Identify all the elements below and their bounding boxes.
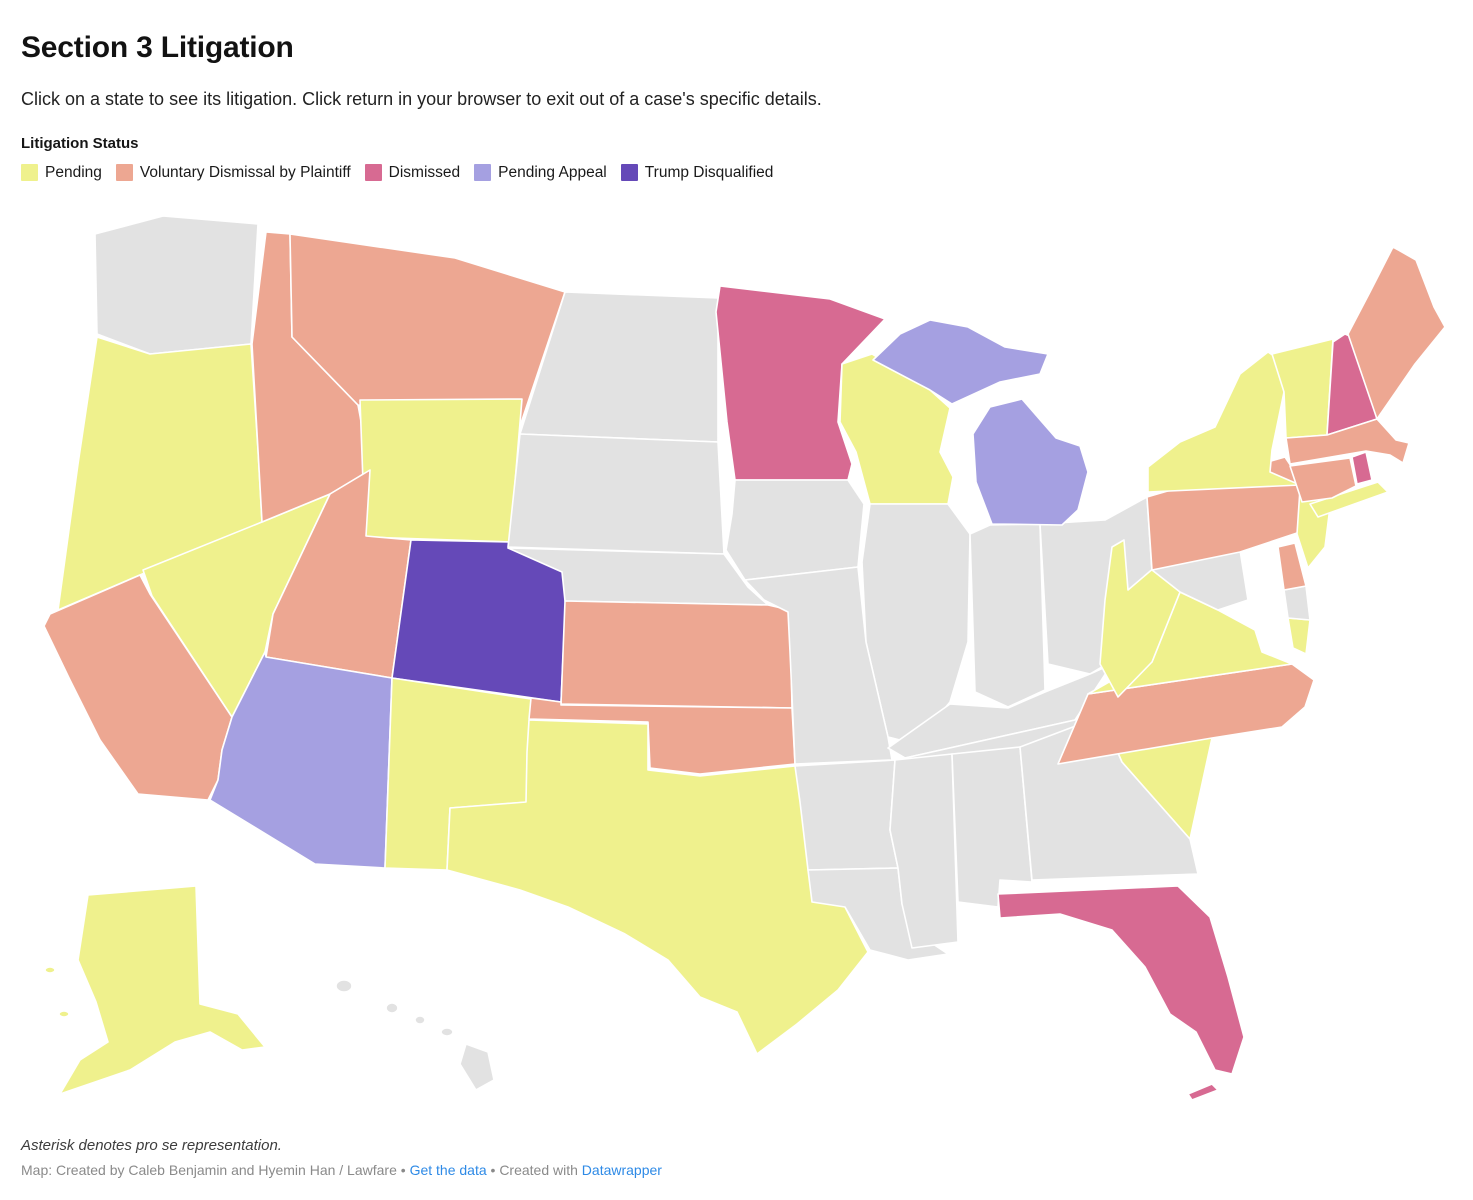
state-alabama[interactable]: [951, 746, 1033, 908]
legend-label: Trump Disqualified: [644, 163, 774, 181]
state-colorado[interactable]: [391, 539, 569, 703]
legend-title: Litigation Status: [21, 134, 139, 152]
credit-bullet: •: [490, 1161, 496, 1178]
get-the-data-link[interactable]: Get the data: [409, 1161, 487, 1178]
datawrapper-map-page: Section 3 Litigation Click on a state to…: [0, 0, 1473, 182]
page-title: Section 3 Litigation: [21, 31, 294, 64]
legend-swatch-trump-disqualified: [620, 164, 638, 182]
state-indiana[interactable]: [969, 523, 1046, 708]
state-arkansas[interactable]: [794, 759, 899, 871]
credit-text: Created with: [499, 1161, 578, 1178]
credit-line: Map: Created by Caleb Benjamin and Hyemi…: [21, 1162, 1473, 1178]
legend-swatch-voluntary-dismissal: [115, 164, 133, 182]
state-kansas[interactable]: [560, 600, 793, 709]
credit-text: Map: Created by Caleb Benjamin and Hyemi…: [21, 1161, 397, 1178]
state-west-virginia[interactable]: [1099, 539, 1181, 698]
state-delaware[interactable]: [1277, 542, 1307, 591]
legend-label: Dismissed: [388, 163, 461, 181]
state-south-dakota[interactable]: [507, 433, 725, 555]
legend-label: Pending Appeal: [498, 163, 607, 181]
page-subtitle: Click on a state to see its litigation. …: [21, 88, 822, 109]
legend: Pending Voluntary Dismissal by Plaintiff…: [21, 164, 1449, 182]
state-massachusetts[interactable]: [1285, 418, 1410, 465]
legend-label: Voluntary Dismissal by Plaintiff: [139, 163, 351, 181]
state-florida[interactable]: [997, 885, 1245, 1101]
state-california[interactable]: [43, 574, 233, 801]
state-oklahoma[interactable]: [528, 697, 796, 775]
state-hawaii[interactable]: [335, 979, 495, 1091]
state-iowa[interactable]: [725, 479, 865, 581]
legend-swatch-pending-appeal: [474, 164, 492, 182]
legend-label: Pending: [45, 163, 102, 181]
state-maine[interactable]: [1347, 246, 1446, 420]
legend-item-dismissed: Dismissed: [364, 163, 461, 182]
map-footnote: Asterisk denotes pro se representation.: [21, 1136, 282, 1154]
state-rhode-island[interactable]: [1351, 451, 1373, 485]
legend-swatch-dismissed: [364, 164, 382, 182]
state-alaska[interactable]: [44, 885, 266, 1095]
us-choropleth-map: [0, 202, 1473, 1127]
state-wyoming[interactable]: [359, 398, 523, 543]
state-michigan[interactable]: [872, 319, 1089, 526]
legend-item-pending: Pending: [21, 164, 102, 182]
legend-item-voluntary-dismissal: Voluntary Dismissal by Plaintiff: [115, 163, 351, 182]
legend-swatch-pending: [21, 164, 38, 182]
legend-item-pending-appeal: Pending Appeal: [474, 164, 607, 182]
state-connecticut[interactable]: [1289, 457, 1357, 503]
state-minnesota[interactable]: [715, 285, 886, 481]
legend-item-trump-disqualified: Trump Disqualified: [620, 163, 774, 182]
state-missouri[interactable]: [744, 566, 893, 765]
state-texas[interactable]: [446, 719, 869, 1055]
datawrapper-link[interactable]: Datawrapper: [581, 1161, 662, 1178]
state-washington[interactable]: [94, 215, 259, 355]
credit-bullet: •: [400, 1161, 406, 1178]
